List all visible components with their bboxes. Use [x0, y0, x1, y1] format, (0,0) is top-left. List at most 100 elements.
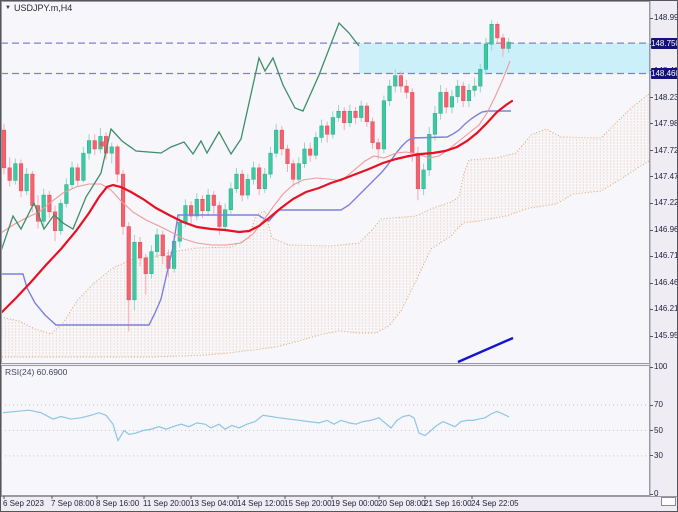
candle-body [228, 188, 233, 210]
kijun-line [2, 110, 511, 326]
price-tick-mark [650, 229, 653, 231]
candle-body [206, 194, 211, 212]
zigzag-line [2, 21, 360, 251]
candle-body [506, 41, 511, 49]
date-axis-label: 24 Sep 22:05 [471, 499, 519, 508]
price-tick-mark [650, 123, 653, 125]
candle-body [109, 146, 114, 154]
candle-body [143, 257, 148, 274]
price-tick-mark [650, 202, 653, 204]
date-axis-label: 20 Sep 08:00 [378, 499, 426, 508]
candle-body [200, 199, 205, 212]
date-axis-label: 19 Sep 00:00 [331, 499, 379, 508]
signal-marker-icon [99, 141, 105, 147]
cloud-bottom-edge [2, 160, 649, 358]
price-tick-mark [650, 97, 653, 99]
candle-body [364, 105, 369, 122]
symbol-dropdown-arrow-icon[interactable]: ▼ [5, 5, 11, 11]
candle-body [75, 167, 80, 181]
candle-body [52, 211, 58, 231]
price-tick-mark [650, 176, 653, 178]
candle-body [421, 169, 426, 190]
candle-body [347, 111, 352, 124]
date-axis-label: 13 Sep 04:00 [190, 499, 238, 508]
candle-body [126, 226, 131, 301]
candle-body [189, 205, 194, 217]
candle-body [285, 148, 290, 164]
candle-body [13, 163, 18, 181]
candle-body [64, 184, 69, 204]
price-axis-label: 147.725 [654, 145, 677, 155]
rsi-indicator-label: RSI(24) 60.6900 [5, 367, 68, 377]
rsi-axis-label: 50 [654, 425, 663, 435]
candle-body [251, 167, 256, 180]
candle-body [387, 85, 392, 102]
candle-body [279, 129, 284, 150]
candle-body [160, 234, 165, 257]
price-axis-label: 147.980 [654, 118, 677, 128]
candle-body [449, 96, 454, 108]
candle-body [92, 140, 97, 150]
candle-body [370, 121, 375, 143]
date-axis-label: 6 Sep 2023 [3, 499, 44, 508]
rsi-tick-mark [650, 430, 653, 431]
candle-body [240, 173, 245, 196]
rsi-tick-mark [650, 404, 653, 406]
candle-body [149, 251, 154, 274]
chart-title: USDJPY.m,H4 [13, 3, 73, 13]
candle-body [393, 75, 398, 87]
candle-body [313, 137, 318, 156]
candle-body [438, 92, 443, 114]
candle-body [87, 140, 92, 154]
candle-body [472, 85, 477, 91]
candle-body [336, 111, 341, 118]
candle-body [24, 173, 29, 192]
date-axis-label: 14 Sep 12:00 [237, 499, 285, 508]
candle-body [296, 163, 301, 180]
date-axis-label: 15 Sep 20:00 [284, 499, 332, 508]
price-tick-mark [650, 308, 653, 310]
date-axis-label: 21 Sep 16:00 [424, 499, 472, 508]
candle-body [138, 241, 143, 259]
candle-body [18, 163, 24, 192]
candle-body [274, 129, 279, 154]
candle-body [121, 173, 126, 227]
price-axis-label: 146.715 [654, 251, 677, 261]
candle-body [291, 163, 296, 180]
candle-body [353, 111, 358, 118]
price-axis-label: 147.220 [654, 198, 677, 208]
chart-title-row: ▼ USDJPY.m,H4 [5, 3, 72, 13]
candle-body [7, 167, 12, 181]
candle-body [495, 24, 500, 39]
candle-body [223, 209, 228, 227]
price-tick-mark [650, 17, 653, 19]
candle-body [69, 167, 75, 185]
main-chart-plot [2, 20, 649, 363]
trendline[interactable] [457, 336, 514, 363]
candle-body [217, 205, 222, 227]
candle-body [500, 37, 506, 49]
price-axis-label: 148.230 [654, 92, 677, 102]
candle-body [432, 113, 437, 135]
candle-body [461, 85, 466, 102]
candle-body [466, 90, 471, 102]
candle-body [268, 152, 273, 175]
candle-body [483, 43, 488, 70]
candle-body [177, 222, 182, 242]
candle-body [245, 179, 250, 196]
candle-body [398, 75, 403, 87]
candle-body [376, 142, 381, 150]
candle-body [183, 205, 188, 223]
candle-body [325, 125, 330, 135]
scrollbar-thumb[interactable] [661, 497, 676, 506]
candle-body [359, 105, 364, 118]
tenkan-line [2, 60, 511, 246]
candle-body [155, 234, 160, 252]
candle-body [455, 85, 460, 97]
candle-body [489, 24, 494, 45]
candle-body [81, 152, 86, 181]
candle-body [234, 173, 239, 190]
rsi-line [2, 409, 510, 443]
